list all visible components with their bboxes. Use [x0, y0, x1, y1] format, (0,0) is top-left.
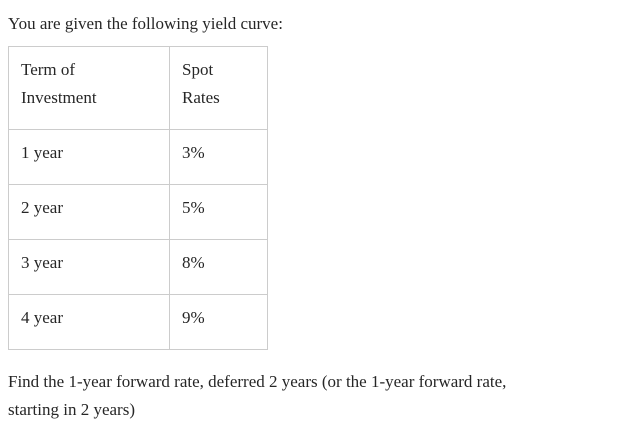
- table-header-term: Term of Investment: [8, 46, 170, 130]
- table-row: 1 year 3%: [8, 129, 268, 185]
- table-row: 4 year 9%: [8, 294, 268, 350]
- table-header-spot-rates: Spot Rates: [169, 46, 268, 130]
- question-intro-text: You are given the following yield curve:: [8, 14, 283, 33]
- rate-cell: 3%: [169, 129, 268, 185]
- question-text: Find the 1-year forward rate, deferred 2…: [8, 372, 507, 419]
- rate-cell: 8%: [169, 239, 268, 295]
- table-row: 2 year 5%: [8, 184, 268, 240]
- term-cell: 1 year: [8, 129, 170, 185]
- table-row: 3 year 8%: [8, 239, 268, 295]
- term-cell: 3 year: [8, 239, 170, 295]
- rate-cell: 9%: [169, 294, 268, 350]
- term-cell: 2 year: [8, 184, 170, 240]
- table-header-row: Term of Investment Spot Rates: [8, 46, 268, 130]
- yield-curve-table: Term of Investment Spot Rates 1 year 3% …: [8, 46, 268, 350]
- term-cell: 4 year: [8, 294, 170, 350]
- rate-cell: 5%: [169, 184, 268, 240]
